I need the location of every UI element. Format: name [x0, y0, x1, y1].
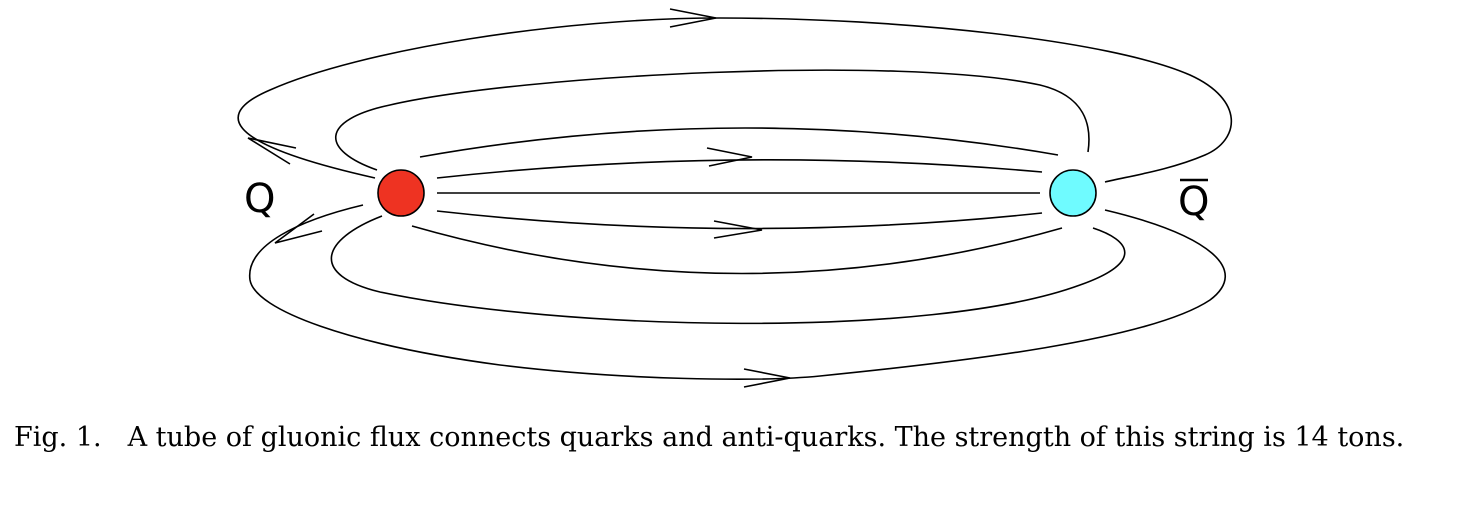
quark-label: Q [244, 176, 275, 222]
caption-text: A tube of gluonic flux connects quarks a… [127, 422, 1405, 453]
figure-number: Fig. 1. [14, 422, 102, 453]
arrow-head-outer-top [669, 8, 717, 28]
field-line-loop-top-inner [334, 69, 1090, 171]
arrow-head-outer-left-bottom [274, 213, 323, 244]
arrow-head-outer-left [247, 137, 297, 165]
field-line-inner-top [436, 159, 1043, 179]
field-line-outer-bottom [249, 204, 1227, 380]
field-line-outer-top [237, 17, 1233, 183]
flux-tube-diagram: Q Q [237, 8, 1233, 388]
field-line-mid-bottom [411, 225, 1063, 275]
arrow-head-outer-bottom [743, 368, 791, 388]
figure-caption: Fig. 1. A tube of gluonic flux connects q… [14, 418, 1454, 458]
field-line-mid-top [419, 127, 1059, 158]
field-line-inner-bottom [436, 210, 1043, 230]
arrow-head-inner-top [706, 147, 753, 167]
quark-particle [377, 169, 425, 217]
antiquark-particle [1049, 169, 1097, 217]
arrow-head-inner-bottom [713, 220, 763, 239]
antiquark-label: Q [1178, 179, 1209, 225]
field-line-loop-bottom-inner [330, 215, 1126, 325]
